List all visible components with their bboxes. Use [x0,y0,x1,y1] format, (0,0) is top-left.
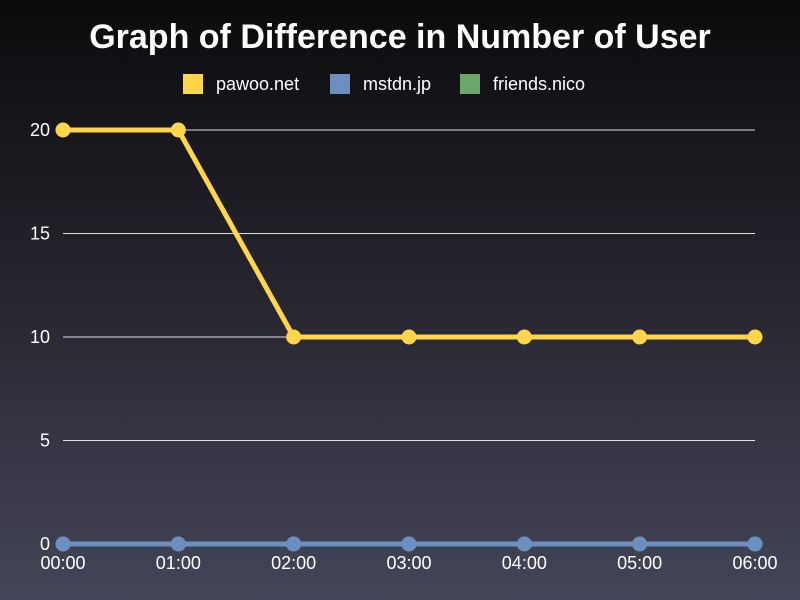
series-mstdn-jp [55,536,763,552]
x-tick-label: 00:00 [40,553,85,573]
data-point-pawoo-net [55,122,71,138]
x-axis: 00:00 01:00 02:00 03:00 04:00 05:00 06:00 [40,553,777,573]
y-tick-label: 0 [40,534,50,554]
data-point-mstdn-jp [286,536,302,552]
data-point-mstdn-jp [55,536,71,552]
y-tick-label: 15 [30,224,50,244]
legend-swatch-mstdn-jp [330,74,350,94]
legend-label-mstdn-jp: mstdn.jp [363,74,431,94]
data-point-pawoo-net [170,122,186,138]
x-tick-label: 04:00 [502,553,547,573]
data-point-mstdn-jp [747,536,763,552]
data-point-pawoo-net [516,329,532,345]
data-point-mstdn-jp [632,536,648,552]
x-tick-label: 03:00 [386,553,431,573]
x-tick-label: 06:00 [732,553,777,573]
data-point-mstdn-jp [516,536,532,552]
data-point-pawoo-net [401,329,417,345]
data-point-pawoo-net [286,329,302,345]
series-pawoo-net [55,122,763,345]
x-tick-label: 05:00 [617,553,662,573]
y-axis: 0 5 10 15 20 [30,120,50,554]
x-tick-label: 01:00 [156,553,201,573]
grid-lines [63,129,755,441]
data-point-mstdn-jp [401,536,417,552]
data-point-mstdn-jp [170,536,186,552]
y-tick-label: 20 [30,120,50,140]
data-point-pawoo-net [632,329,648,345]
data-point-pawoo-net [747,329,763,345]
y-tick-label: 5 [40,431,50,451]
x-tick-label: 02:00 [271,553,316,573]
legend-swatch-friends-nico [460,74,480,94]
y-tick-label: 10 [30,327,50,347]
legend: pawoo.net mstdn.jp friends.nico [183,74,585,94]
legend-label-friends-nico: friends.nico [493,74,585,94]
series-layer [55,122,763,552]
chart-title: Graph of Difference in Number of User [89,18,711,56]
legend-swatch-pawoo-net [183,74,203,94]
legend-label-pawoo-net: pawoo.net [216,74,299,94]
